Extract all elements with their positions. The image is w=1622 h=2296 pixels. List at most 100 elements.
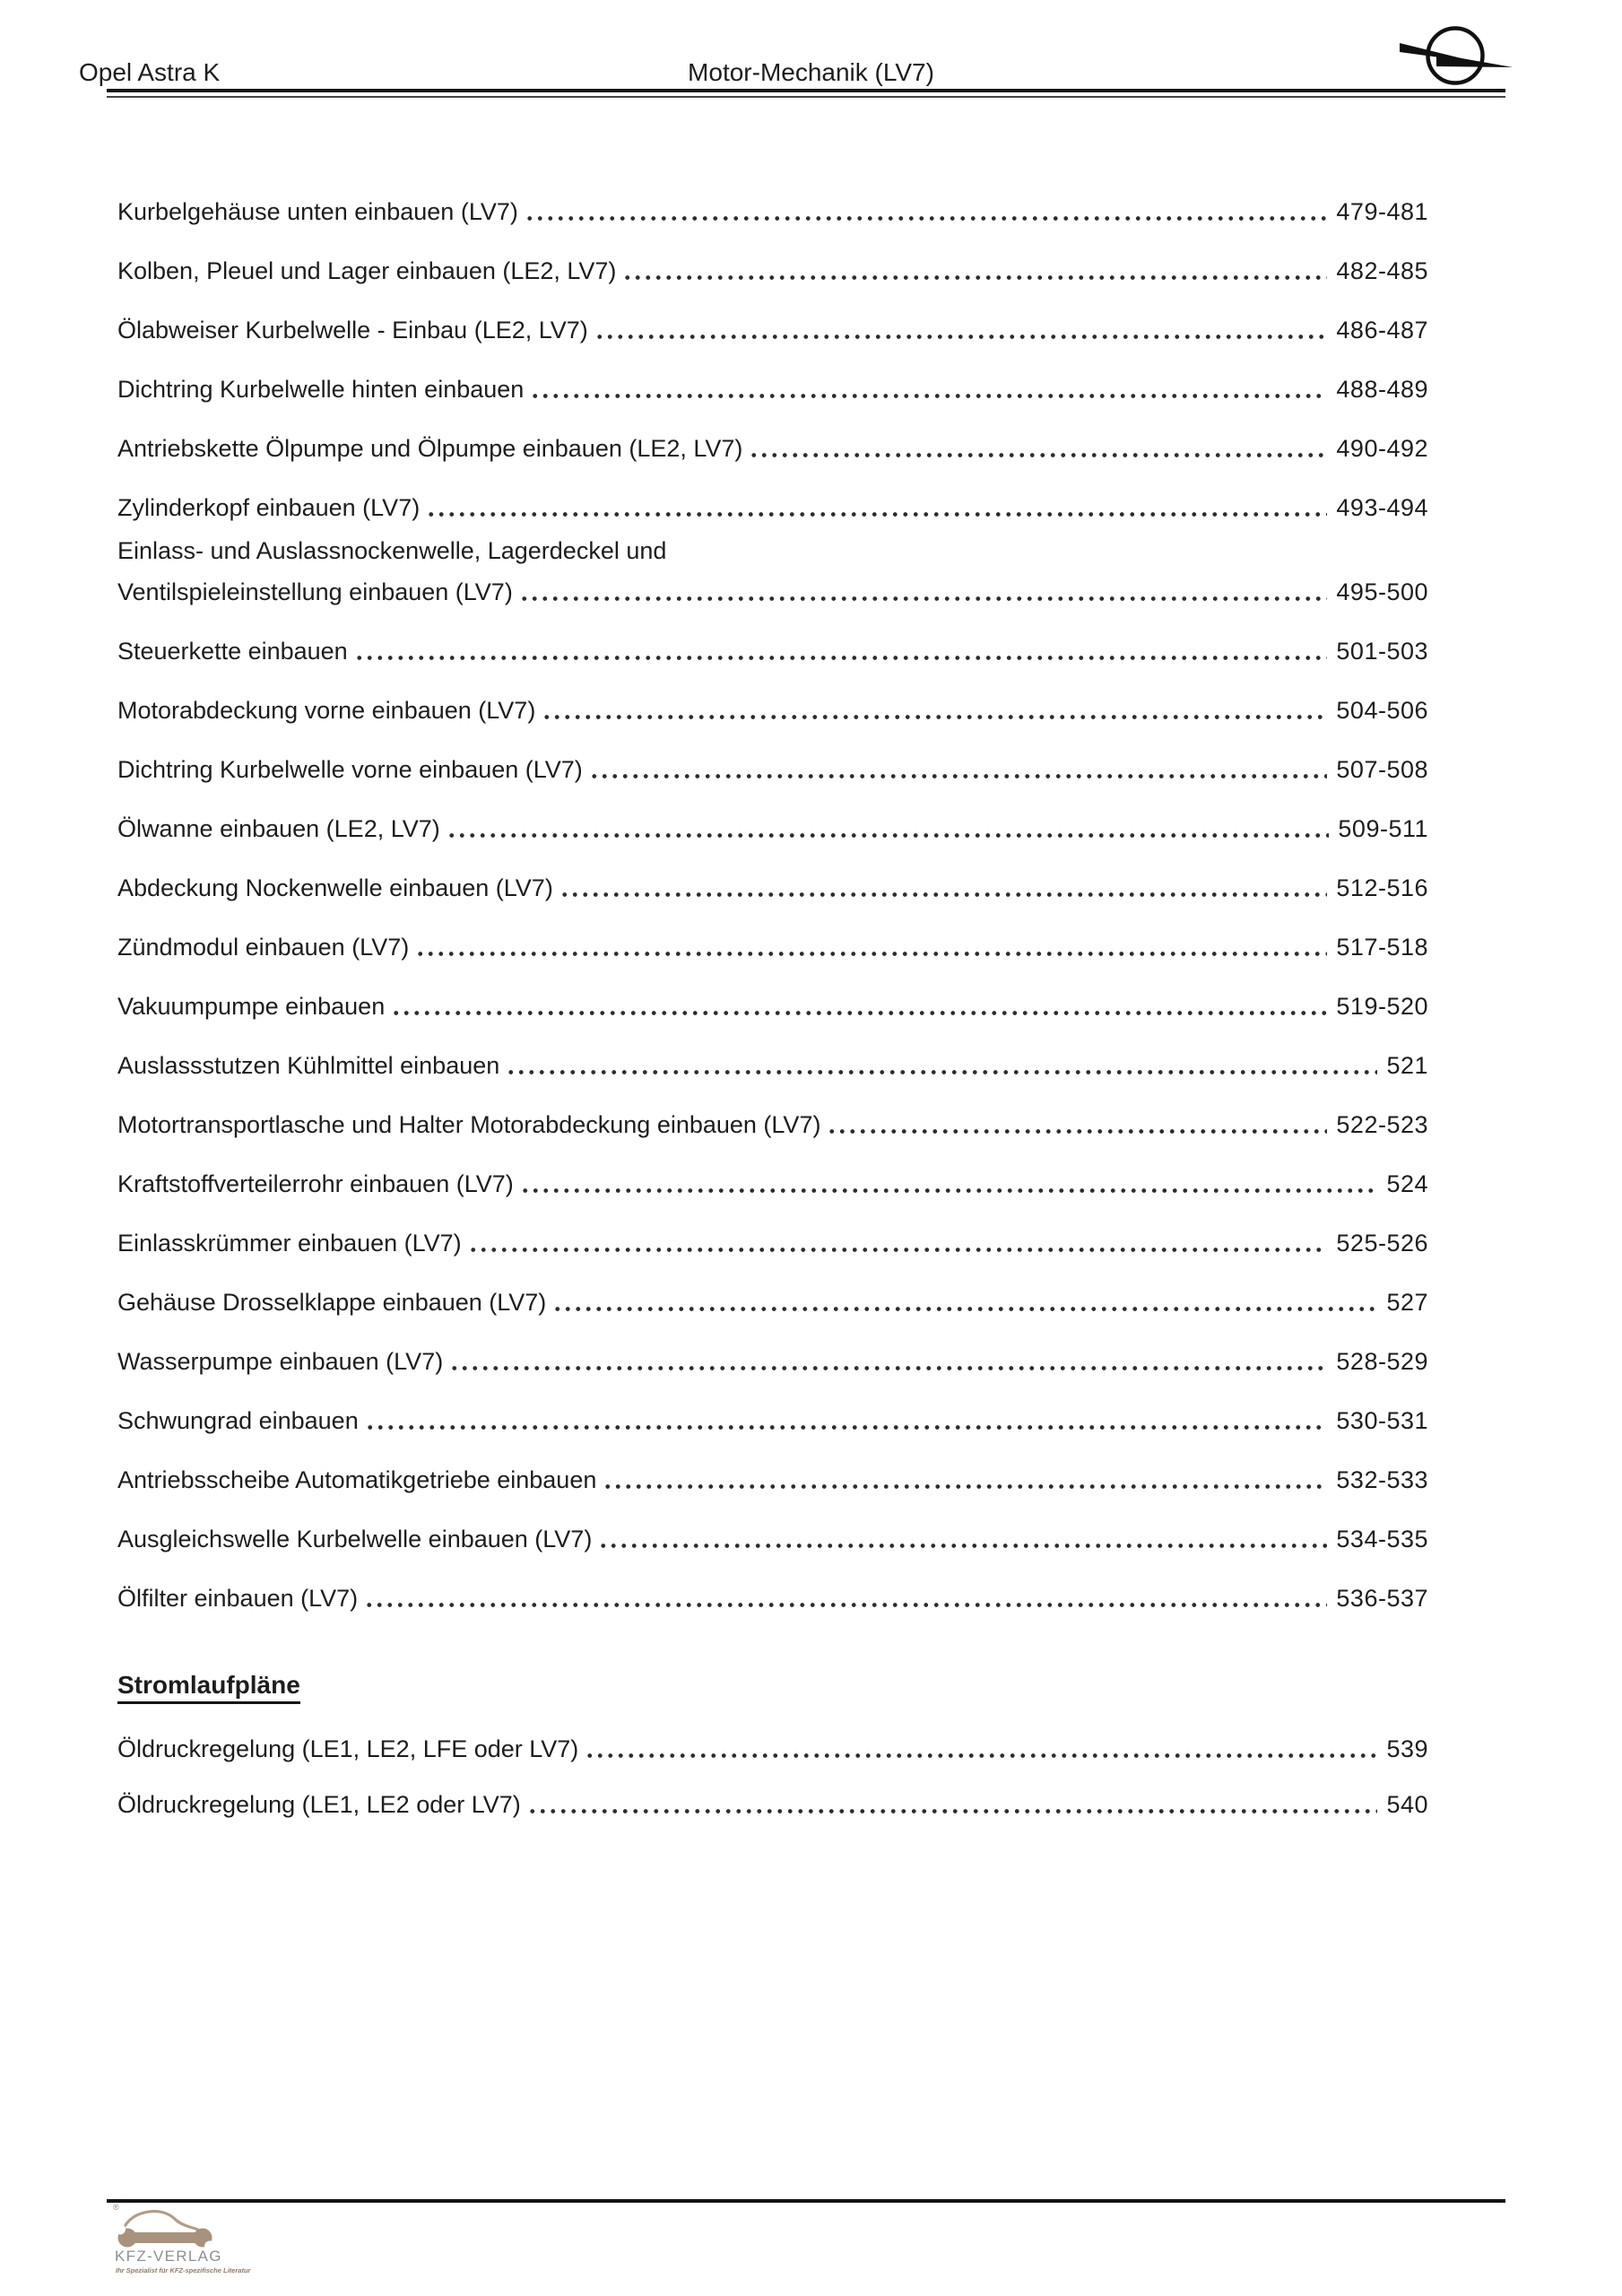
dot-leader xyxy=(552,1306,1378,1312)
dot-leader xyxy=(446,832,1330,839)
toc-entry-title: Motortransportlasche und Halter Motorabd… xyxy=(117,1111,821,1138)
section-heading: Stromlaufpläne xyxy=(117,1670,1428,1704)
toc-entry: Gehäuse Drosselklappe einbauen (LV7) 527 xyxy=(117,1257,1428,1317)
toc-entry: Abdeckung Nockenwelle einbauen (LV7) 512… xyxy=(117,843,1428,902)
toc-entry-title: Öldruckregelung (LE1, LE2 oder LV7) xyxy=(117,1791,521,1818)
toc-entry-pages: 539 xyxy=(1386,1735,1428,1762)
toc-entry: Kolben, Pleuel und Lager einbauen (LE2, … xyxy=(117,226,1428,285)
dot-leader xyxy=(530,393,1328,399)
header-rule-secondary xyxy=(107,96,1505,98)
toc-entry-pages: 519-520 xyxy=(1336,993,1428,1020)
toc-entry: Ölfilter einbauen (LV7) 536-537 xyxy=(117,1553,1428,1613)
dot-leader xyxy=(524,215,1328,222)
toc-entry-pages: 532-533 xyxy=(1336,1466,1428,1493)
toc-entry: Einlasskrümmer einbauen (LV7) 525-526 xyxy=(117,1198,1428,1257)
toc-entry-pages: 528-529 xyxy=(1336,1348,1428,1375)
header-document-title: Opel Astra K xyxy=(79,58,221,86)
dot-leader xyxy=(749,452,1328,458)
car-and-wrench-icon xyxy=(117,2209,215,2248)
toc-entry: Motorabdeckung vorne einbauen (LV7) 504-… xyxy=(117,665,1428,725)
kfz-verlag-wordmark: KFZ-VERLAG xyxy=(115,2248,222,2265)
toc-entry: Öldruckregelung (LE1, LE2, LFE oder LV7)… xyxy=(117,1708,1428,1763)
toc-entry-pages: 490-492 xyxy=(1336,435,1428,462)
toc-entry-title: Kurbelgehäuse unten einbauen (LV7) xyxy=(117,198,518,225)
toc-entry-title: Dichtring Kurbelwelle vorne einbauen (LV… xyxy=(117,756,583,783)
toc-entry: Zündmodul einbauen (LV7) 517-518 xyxy=(117,902,1428,961)
dot-leader xyxy=(598,1543,1328,1549)
toc-entry-title: Abdeckung Nockenwelle einbauen (LV7) xyxy=(117,874,553,901)
dot-leader xyxy=(467,1247,1328,1253)
toc-entry: Ölabweiser Kurbelwelle - Einbau (LE2, LV… xyxy=(117,285,1428,344)
dot-leader xyxy=(827,1128,1328,1135)
opel-logo-icon xyxy=(1400,26,1513,85)
toc-entry-pages: 521 xyxy=(1386,1052,1428,1079)
dot-leader xyxy=(585,1752,1378,1759)
toc-entry: Öldruckregelung (LE1, LE2 oder LV7) 540 xyxy=(117,1763,1428,1819)
toc-entry-pages: 504-506 xyxy=(1336,697,1428,724)
toc-entry-pages: 536-537 xyxy=(1336,1585,1428,1612)
toc-entry: Vakuumpumpe einbauen 519-520 xyxy=(117,961,1428,1021)
dot-leader xyxy=(353,655,1328,661)
kfz-verlag-tagline: Ihr Spezialist für KFZ-spezifische Liter… xyxy=(116,2266,251,2274)
toc-entry-title: Schwungrad einbauen xyxy=(117,1407,359,1434)
dot-leader xyxy=(526,1808,1378,1814)
toc-entry-title: Vakuumpumpe einbauen xyxy=(117,993,386,1020)
toc-entry-title: Gehäuse Drosselklappe einbauen (LV7) xyxy=(117,1289,547,1316)
toc-entry-title: Auslassstutzen Kühlmittel einbauen xyxy=(117,1052,500,1079)
toc-entry: Kurbelgehäuse unten einbauen (LV7) 479-4… xyxy=(117,167,1428,226)
toc-entry: Antriebskette Ölpumpe und Ölpumpe einbau… xyxy=(117,404,1428,463)
wiring-diagrams-section: Stromlaufpläne Öldruckregelung (LE1, LE2… xyxy=(117,1670,1428,1819)
toc-entry-title: Einlasskrümmer einbauen (LV7) xyxy=(117,1230,462,1257)
toc-entry: Ölwanne einbauen (LE2, LV7) 509-511 xyxy=(117,784,1428,843)
toc-entry-title: Ölfilter einbauen (LV7) xyxy=(117,1585,359,1612)
dot-leader xyxy=(542,714,1328,720)
footer-rule xyxy=(107,2199,1505,2203)
toc-entry: Kraftstoffverteilerrohr einbauen (LV7) 5… xyxy=(117,1139,1428,1198)
dot-leader xyxy=(506,1069,1378,1075)
toc-entry-title: Steuerkette einbauen xyxy=(117,638,348,665)
kfz-verlag-logo: ® KFZ-VERLAG Ihr Spezialist für KFZ-spez… xyxy=(113,2203,265,2292)
header-section-title: Motor-Mechanik (LV7) xyxy=(688,58,934,86)
toc-entry-title: Öldruckregelung (LE1, LE2, LFE oder LV7) xyxy=(117,1735,579,1762)
toc-entry-pages: 501-503 xyxy=(1336,638,1428,665)
toc-entry-title: Zylinderkopf einbauen (LV7) xyxy=(117,494,421,521)
toc-entry-pages: 493-494 xyxy=(1336,494,1428,521)
table-of-contents: Kurbelgehäuse unten einbauen (LV7) 479-4… xyxy=(117,167,1428,1613)
toc-entry-title: Dichtring Kurbelwelle hinten einbauen xyxy=(117,376,525,403)
toc-entry-title: Ölabweiser Kurbelwelle - Einbau (LE2, LV… xyxy=(117,317,588,344)
dot-leader xyxy=(426,511,1328,517)
toc-entry-pages: 512-516 xyxy=(1336,874,1428,901)
dot-leader xyxy=(603,1483,1328,1490)
toc-entry: Zylinderkopf einbauen (LV7) 493-494 xyxy=(117,463,1428,522)
toc-entry: Antriebsscheibe Automatikgetriebe einbau… xyxy=(117,1435,1428,1494)
toc-entry: Wasserpumpe einbauen (LV7) 528-529 xyxy=(117,1317,1428,1376)
dot-leader xyxy=(415,951,1328,957)
header-rule xyxy=(107,89,1505,92)
toc-entry-pages: 540 xyxy=(1386,1791,1428,1818)
toc-entry-title: Wasserpumpe einbauen (LV7) xyxy=(117,1348,444,1375)
toc-entry-pages: 507-508 xyxy=(1336,756,1428,783)
toc-entry-title: Motorabdeckung vorne einbauen (LV7) xyxy=(117,697,536,724)
toc-entry: Auslassstutzen Kühlmittel einbauen 521 xyxy=(117,1021,1428,1080)
toc-entry-pages: 495-500 xyxy=(1336,578,1428,605)
dot-leader xyxy=(449,1365,1328,1371)
dot-leader xyxy=(391,1010,1328,1016)
dot-leader xyxy=(364,1602,1328,1608)
toc-entry-pages: 517-518 xyxy=(1336,934,1428,961)
toc-entry-title: Ausgleichswelle Kurbelwelle einbauen (LV… xyxy=(117,1526,593,1552)
toc-entry: Dichtring Kurbelwelle hinten einbauen 48… xyxy=(117,344,1428,404)
toc-entry-pages: 534-535 xyxy=(1336,1526,1428,1552)
dot-leader xyxy=(364,1424,1328,1431)
toc-entry: Steuerkette einbauen 501-503 xyxy=(117,606,1428,665)
toc-entry-pages: 509-511 xyxy=(1338,815,1428,842)
dot-leader xyxy=(518,596,1328,602)
toc-entry-title: Antriebsscheibe Automatikgetriebe einbau… xyxy=(117,1466,597,1493)
dot-leader xyxy=(519,1187,1378,1194)
toc-entry: Schwungrad einbauen 530-531 xyxy=(117,1376,1428,1435)
toc-entry-title: Kraftstoffverteilerrohr einbauen (LV7) xyxy=(117,1170,514,1197)
toc-entry: Dichtring Kurbelwelle vorne einbauen (LV… xyxy=(117,725,1428,784)
registered-mark: ® xyxy=(113,2203,119,2212)
dot-leader xyxy=(559,891,1328,898)
toc-entry-title-line2: Ventilspieleinstellung einbauen (LV7) xyxy=(117,578,513,605)
dot-leader xyxy=(594,334,1328,340)
